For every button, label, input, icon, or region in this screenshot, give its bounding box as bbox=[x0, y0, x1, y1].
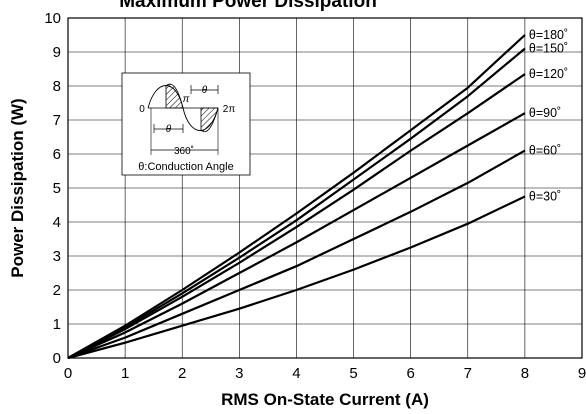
inset-zero: 0 bbox=[139, 104, 145, 115]
series-label: θ=180˚ bbox=[529, 28, 568, 42]
series-line bbox=[67, 112, 526, 360]
x-axis-label: RMS On-State Current (A) bbox=[221, 390, 429, 409]
series-lines bbox=[67, 34, 526, 360]
y-tick-label: 5 bbox=[53, 180, 61, 197]
conduction-angle-inset: θ θ 360˚ 0 π 2π θ:Conduction Angle bbox=[121, 72, 251, 176]
inset-theta-bottom: θ bbox=[166, 124, 172, 135]
y-tick-label: 4 bbox=[53, 214, 61, 231]
y-tick-label: 3 bbox=[53, 248, 61, 265]
inset-360-label: 360˚ bbox=[174, 145, 194, 157]
y-tick-label: 9 bbox=[53, 44, 61, 61]
x-tick-label: 8 bbox=[521, 365, 529, 382]
series-label: θ=150˚ bbox=[529, 42, 568, 56]
inset-pi: π bbox=[183, 94, 190, 105]
y-tick-label: 10 bbox=[44, 10, 61, 27]
x-tick-label: 6 bbox=[406, 365, 414, 382]
tick-labels: 0 1 2 3 4 5 6 7 8 9 0 1 2 3 4 5 6 7 8 9 10 bbox=[44, 10, 586, 382]
x-tick-label: 0 bbox=[64, 365, 72, 382]
x-tick-label: 3 bbox=[235, 365, 243, 382]
series-line bbox=[67, 149, 526, 360]
series-line bbox=[67, 34, 526, 359]
series-label: θ=30˚ bbox=[529, 190, 561, 204]
x-tick-label: 5 bbox=[349, 365, 357, 382]
x-tick-label: 9 bbox=[578, 365, 586, 382]
series-label: θ=90˚ bbox=[529, 106, 561, 120]
y-tick-label: 8 bbox=[53, 78, 61, 95]
x-tick-label: 1 bbox=[121, 365, 129, 382]
series-line bbox=[67, 195, 526, 360]
series-label: θ=120˚ bbox=[529, 67, 568, 81]
series-label: θ=60˚ bbox=[529, 144, 561, 158]
y-tick-label: 1 bbox=[53, 316, 61, 333]
y-axis-label: Power Dissipation (W) bbox=[8, 98, 27, 277]
inset-two-pi: 2π bbox=[223, 104, 236, 115]
grid bbox=[67, 17, 583, 359]
series-labels: θ=180˚θ=150˚ θ=120˚ θ=90˚ θ=60˚ θ=30˚ bbox=[529, 28, 568, 204]
inset-hatch-positive bbox=[165, 83, 184, 109]
x-tick-label: 2 bbox=[178, 365, 186, 382]
y-tick-label: 0 bbox=[53, 350, 61, 367]
y-tick-label: 7 bbox=[53, 112, 61, 129]
inset-box bbox=[121, 72, 251, 176]
inset-theta-top: θ bbox=[202, 85, 208, 96]
y-tick-label: 2 bbox=[53, 282, 61, 299]
inset-caption: θ:Conduction Angle bbox=[138, 161, 233, 173]
x-tick-label: 7 bbox=[464, 365, 472, 382]
series-line bbox=[67, 47, 526, 359]
y-tick-label: 6 bbox=[53, 146, 61, 163]
series-line bbox=[67, 73, 526, 359]
chart-title: Maximum Power Dissipation bbox=[119, 0, 377, 12]
x-tick-label: 4 bbox=[292, 365, 300, 382]
